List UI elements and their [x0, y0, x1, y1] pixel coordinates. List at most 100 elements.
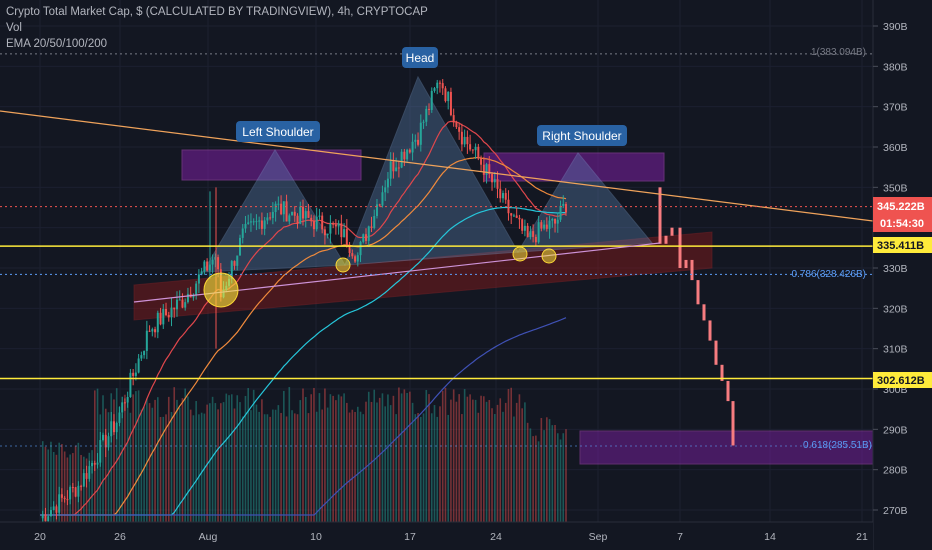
candle-body: [85, 473, 88, 479]
candle-body: [463, 136, 466, 145]
projected-candle: [684, 259, 688, 268]
volume-bar: [41, 441, 44, 522]
volume-bar: [52, 451, 55, 522]
candle-body: [244, 223, 247, 229]
candle-body: [518, 217, 521, 220]
volume-bar: [55, 454, 58, 522]
candle-body: [82, 473, 85, 487]
volume-bar: [315, 411, 318, 522]
volume-bar: [337, 394, 340, 522]
candle-body: [425, 108, 428, 122]
volume-bar: [324, 388, 326, 522]
volume-bar: [326, 407, 329, 522]
volume-bar: [395, 414, 397, 522]
candle-body: [181, 299, 184, 308]
volume-bar: [189, 409, 192, 522]
volume-bar: [195, 401, 197, 522]
candle-body: [197, 274, 200, 284]
candle-body: [203, 261, 206, 272]
time-axis[interactable]: 20 26 Aug 10 17 24 Sep 7 14 21: [0, 521, 873, 550]
last-price-value: 345.222B: [877, 201, 925, 213]
candle-body: [551, 218, 554, 221]
candle-body: [252, 221, 255, 223]
descending-trendline: [0, 110, 874, 222]
volume-bar: [225, 393, 228, 522]
volume-bar: [137, 390, 140, 522]
head-label: Head: [406, 51, 435, 65]
left-shoulder-annotation[interactable]: Left Shoulder: [236, 121, 320, 142]
candle-body: [345, 229, 348, 247]
candle-body: [260, 220, 263, 229]
volume-bar: [272, 409, 274, 522]
volume-bar: [384, 406, 386, 522]
volume-bar: [463, 389, 466, 522]
legend-ema[interactable]: EMA 20/50/100/200: [6, 38, 108, 50]
candle-body: [386, 178, 389, 188]
candle-body: [529, 231, 532, 238]
candle-body: [428, 108, 431, 110]
candle-body: [296, 215, 299, 224]
price-tick-label: 310B: [883, 344, 908, 356]
volume-bar: [277, 405, 280, 522]
volume-bar: [244, 395, 247, 522]
level-lower-badge: 302.612B: [873, 372, 932, 388]
candle-body: [112, 421, 115, 433]
legend-volume[interactable]: Vol: [6, 22, 22, 34]
volume-bar: [430, 413, 433, 522]
candle-body: [444, 88, 447, 102]
candle-body: [556, 219, 559, 224]
candle-body: [156, 312, 159, 333]
candle-body: [488, 164, 491, 174]
level-lower-value: 302.612B: [877, 375, 925, 387]
volume-bar: [398, 387, 400, 522]
fib-label-top: 1(383.094B): [811, 47, 866, 58]
volume-bar: [409, 391, 411, 522]
candle-body: [241, 228, 244, 238]
candle-body: [200, 271, 203, 275]
volume-bar: [280, 412, 282, 522]
price-tick-label: 270B: [883, 505, 908, 517]
volume-bar: [211, 396, 214, 522]
candle-body: [422, 121, 425, 123]
candle-body: [491, 173, 494, 183]
volume-bar: [263, 414, 266, 522]
level-upper-badge: 335.411B: [873, 237, 932, 253]
volume-bar: [554, 425, 556, 522]
candle-body: [143, 350, 146, 356]
volume-bar: [491, 408, 493, 522]
candle-body: [362, 234, 365, 242]
candle-body: [132, 372, 135, 376]
candle-body: [129, 372, 132, 397]
candle-body: [334, 224, 337, 227]
volume-bar: [458, 394, 460, 522]
candle-body: [562, 204, 565, 206]
head-annotation[interactable]: Head: [402, 47, 438, 68]
volume-bar: [425, 389, 428, 522]
volume-bar: [477, 412, 480, 522]
candle-body: [71, 487, 74, 489]
right-shoulder-annotation[interactable]: Right Shoulder: [537, 125, 627, 146]
candle-body: [269, 217, 272, 219]
volume-bar: [302, 388, 304, 522]
price-tick-label: 320B: [883, 303, 908, 315]
candle-body: [165, 308, 168, 315]
candle-body: [323, 229, 326, 236]
candle-body: [482, 164, 485, 175]
candle-body: [441, 83, 444, 89]
volume-bar: [184, 388, 186, 522]
volume-bar: [474, 399, 477, 522]
volume-bar: [546, 417, 548, 522]
chart-legend: Crypto Total Market Cap, $ (CALCULATED B…: [6, 4, 428, 52]
last-price-badge: 345.222B 01:54:30: [873, 197, 932, 232]
price-axis[interactable]: 270B280B290B300B310B320B330B340B350B360B…: [872, 0, 932, 550]
candle-body: [55, 506, 58, 513]
volume-bar: [118, 406, 121, 522]
candle-body: [375, 204, 378, 216]
legend-symbol[interactable]: Crypto Total Market Cap, $ (CALCULATED B…: [6, 6, 428, 18]
candle-body: [258, 220, 261, 222]
candle-body: [430, 90, 433, 110]
volume-bar: [362, 414, 365, 522]
candle-body: [318, 215, 321, 217]
candle-body: [321, 215, 324, 230]
